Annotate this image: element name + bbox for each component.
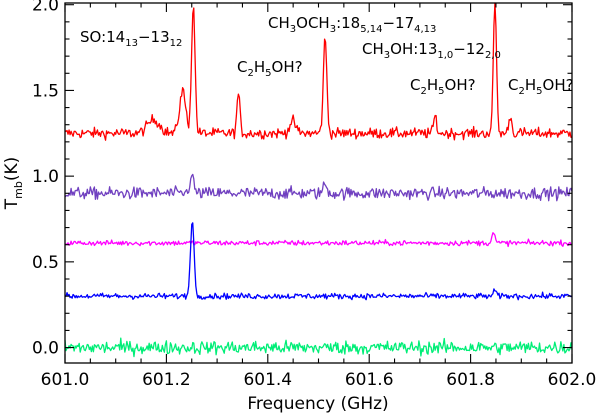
y-axis-title: Tmb(K) — [2, 157, 25, 211]
y-axis-title-main: T — [2, 198, 22, 210]
spectrum-series-line — [64, 2, 573, 141]
series-layer — [64, 2, 573, 358]
y-tick-label: 1.0 — [32, 167, 59, 187]
line-annotation: CH3OH:131,0−122,0 — [362, 40, 501, 61]
spectrum-series-line — [64, 222, 573, 301]
line-annotation: CH3OCH3:185,14−174,13 — [268, 14, 436, 35]
x-axis-title: Frequency (GHz) — [247, 394, 388, 414]
line-annotation: SO:1413−1312 — [80, 28, 182, 49]
annotation-layer: SO:1413−1312 C2H5OH? CH3OCH3:185,14−174,13… — [80, 14, 574, 97]
y-axis-title-sub: mb — [12, 181, 25, 199]
x-tick-label: 601.8 — [446, 370, 495, 390]
spectrum-series-line — [64, 173, 573, 202]
line-annotation: C2H5OH? — [508, 76, 574, 97]
x-tick-label: 601.0 — [41, 370, 90, 390]
x-tick-label: 601.4 — [243, 370, 292, 390]
y-tick-label: 1.5 — [32, 81, 59, 101]
tick-layer: 601.0 601.2 601.4 601.6 601.8 602.0 0.0 0.5 1.0 1… — [32, 0, 596, 390]
y-tick-label: 0.0 — [32, 339, 59, 359]
x-tick-label: 601.2 — [142, 370, 191, 390]
y-axis-title-unit: (K) — [2, 157, 22, 181]
line-annotation: C2H5OH? — [237, 58, 303, 79]
line-annotation: C2H5OH? — [410, 76, 476, 97]
x-tick-label: 602.0 — [548, 370, 597, 390]
y-tick-label: 2.0 — [32, 0, 59, 16]
spectrum-series-line — [64, 337, 573, 358]
x-tick-label: 601.6 — [345, 370, 394, 390]
y-tick-label: 0.5 — [32, 253, 59, 273]
spectrum-series-line — [64, 232, 573, 248]
